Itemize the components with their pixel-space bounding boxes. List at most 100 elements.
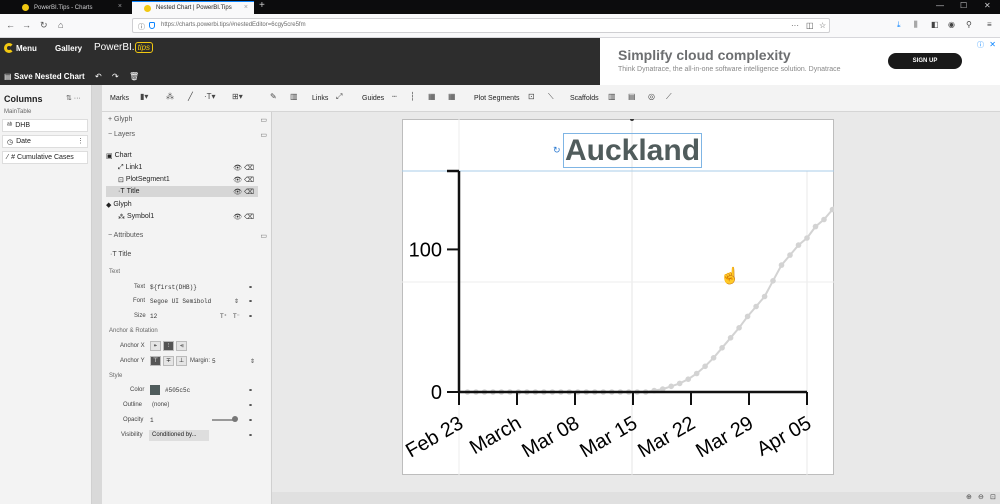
bind-link-icon[interactable]: ⚭ (248, 403, 254, 409)
gallery-link[interactable]: Gallery (55, 44, 83, 53)
layer-symbol1[interactable]: ⁂ Symbol1 👁 ⌫ (106, 211, 258, 222)
layer-title[interactable]: ·T Title 👁 ⌫ (106, 186, 258, 197)
data-point[interactable] (702, 363, 708, 370)
bind-link-icon[interactable]: ⚭ (248, 388, 254, 394)
data-point[interactable] (659, 386, 666, 392)
data-point[interactable] (668, 383, 674, 390)
url-bar[interactable]: ⓘ https://charts.powerbi.tips/#nestedEdi… (132, 18, 830, 33)
rect-mark-icon[interactable]: ▮▾ (140, 92, 149, 101)
layer-plotsegment1[interactable]: ⊡ PlotSegment1 👁 ⌫ (106, 174, 258, 185)
zoom-out-icon[interactable]: ⊖ (978, 494, 984, 501)
guide-grid-icon[interactable]: ▦ (428, 92, 436, 101)
bind-link-icon[interactable]: ⚭ (248, 314, 254, 320)
eraser-icon[interactable]: ⌫ (244, 213, 254, 221)
color-value-input[interactable]: #505c5c (165, 387, 191, 394)
font-size-increase-icon[interactable]: T⁺ (220, 314, 227, 320)
library-icon[interactable]: ⫼ (914, 20, 918, 29)
link-icon[interactable]: ⤢ (336, 92, 343, 101)
layer-chart[interactable]: ▣ Chart (106, 150, 258, 161)
browser-tab-active[interactable]: Nested Chart | PowerBI.Tips × (132, 1, 254, 14)
visibility-eye-icon[interactable]: 👁 (233, 188, 242, 196)
column-options-icon[interactable]: ⋮ (77, 138, 84, 145)
data-point[interactable] (795, 242, 802, 248)
eraser-icon[interactable]: ⌫ (244, 176, 254, 184)
anchor-bottom-button[interactable]: ⊥ (176, 356, 187, 366)
data-point[interactable] (812, 223, 819, 230)
curve-scaffold-icon[interactable]: ⟋ (666, 92, 672, 101)
data-point[interactable] (829, 206, 834, 213)
save-nested-chart-button[interactable]: Save Nested Chart (14, 72, 85, 81)
anchor-center-button[interactable]: ⫶ (163, 341, 174, 351)
sidebar-icon[interactable]: ◧ (931, 20, 939, 29)
anchor-top-button[interactable]: ⊤ (150, 356, 161, 366)
eraser-icon[interactable]: ⌫ (244, 164, 254, 172)
chevron-updown-icon[interactable]: ⇕ (234, 299, 240, 305)
guide-coordinator-icon[interactable]: ▦ (448, 92, 456, 101)
close-window-icon[interactable]: ✕ (984, 1, 991, 10)
save-icon[interactable]: ▤ (4, 72, 12, 81)
glyph-section-header[interactable]: + Glyph (108, 116, 133, 123)
extension-icon[interactable]: ◉ (948, 20, 955, 29)
column-item-dhb[interactable]: ᵃᵇ DHB (2, 119, 88, 132)
browser-tab[interactable]: PowerBI.Tips - Charts × (10, 1, 128, 14)
opacity-slider[interactable] (212, 416, 238, 422)
minimize-window-icon[interactable]: — (936, 1, 944, 10)
data-point[interactable] (761, 293, 768, 300)
zoom-fit-icon[interactable]: ⊡ (990, 494, 996, 501)
page-actions-icon[interactable]: ··· (791, 21, 799, 30)
chart-title[interactable]: Auckland (563, 133, 702, 168)
chevron-updown-icon[interactable]: ⇕ (250, 359, 256, 365)
url-text[interactable]: https://charts.powerbi.tips/#nestedEdito… (161, 22, 306, 28)
rotate-icon[interactable]: ↻ (553, 145, 561, 155)
guide-x-icon[interactable]: ┄ (392, 92, 397, 101)
ad-choices-icon[interactable]: ⓘ (977, 42, 984, 49)
color-swatch[interactable] (150, 385, 160, 395)
data-point[interactable] (719, 345, 725, 351)
download-icon[interactable]: ⤓ (897, 20, 901, 29)
pocket-icon[interactable]: ◫ (806, 21, 814, 30)
visibility-eye-icon[interactable]: 👁 (233, 176, 242, 184)
eraser-icon[interactable]: ⌫ (244, 188, 254, 196)
collapse-icon[interactable]: ▭ (260, 117, 267, 124)
polar-scaffold-icon[interactable]: ◎ (648, 92, 655, 101)
line-mark-icon[interactable]: ╱ (188, 92, 193, 101)
region-2d-icon[interactable]: ⊡ (528, 92, 535, 101)
data-point[interactable] (821, 216, 827, 223)
visibility-conditioned-button[interactable]: Conditioned by... (149, 430, 209, 441)
column-item-date[interactable]: ◷ Date ⋮ (2, 135, 88, 148)
pen-icon[interactable]: ✎ (270, 92, 277, 101)
collapse-icon[interactable]: ▭ (260, 233, 267, 240)
anchor-right-button[interactable]: ⫣ (176, 341, 187, 351)
column-item-cumulative-cases[interactable]: ⁄ # Cumulative Cases (2, 151, 88, 164)
info-icon[interactable]: ⓘ (138, 24, 145, 31)
data-point[interactable] (710, 355, 717, 361)
redo-icon[interactable]: ↷ (112, 72, 119, 81)
data-point[interactable] (804, 235, 810, 241)
ad-signup-button[interactable]: SIGN UP (888, 53, 962, 69)
forward-icon[interactable]: → (22, 20, 31, 30)
layer-glyph[interactable]: ◆ Glyph (106, 199, 258, 210)
symbol-mark-icon[interactable]: ⁂ (166, 92, 174, 101)
data-point[interactable] (676, 380, 683, 387)
margin-input[interactable]: 5 (212, 358, 216, 365)
vertical-scaffold-icon[interactable]: ▤ (628, 92, 636, 101)
slider-knob[interactable] (232, 416, 238, 422)
data-point[interactable] (778, 262, 785, 268)
guide-y-icon[interactable]: ┆ (410, 92, 415, 101)
data-point[interactable] (744, 313, 751, 320)
extension-icon-2[interactable]: ⚲ (966, 20, 972, 29)
font-select[interactable]: Segoe UI Semibold (150, 298, 212, 305)
rotate-handle[interactable] (630, 119, 634, 121)
visibility-eye-icon[interactable]: 👁 (233, 213, 242, 221)
font-size-decrease-icon[interactable]: T⁻ (233, 314, 240, 320)
data-point[interactable] (753, 303, 759, 310)
opacity-input[interactable]: 1 (150, 417, 154, 424)
data-point[interactable] (685, 376, 691, 383)
columns-panel-actions-icon[interactable]: ⇅ ··· (66, 95, 81, 102)
text-value-input[interactable]: ${first(DHB)} (150, 284, 197, 291)
close-tab-icon[interactable]: × (243, 4, 248, 11)
data-point[interactable] (770, 278, 776, 284)
menu-button[interactable]: Menu (16, 44, 37, 53)
panel-divider[interactable] (92, 85, 102, 504)
data-axis-icon[interactable]: ▥ (290, 92, 298, 101)
